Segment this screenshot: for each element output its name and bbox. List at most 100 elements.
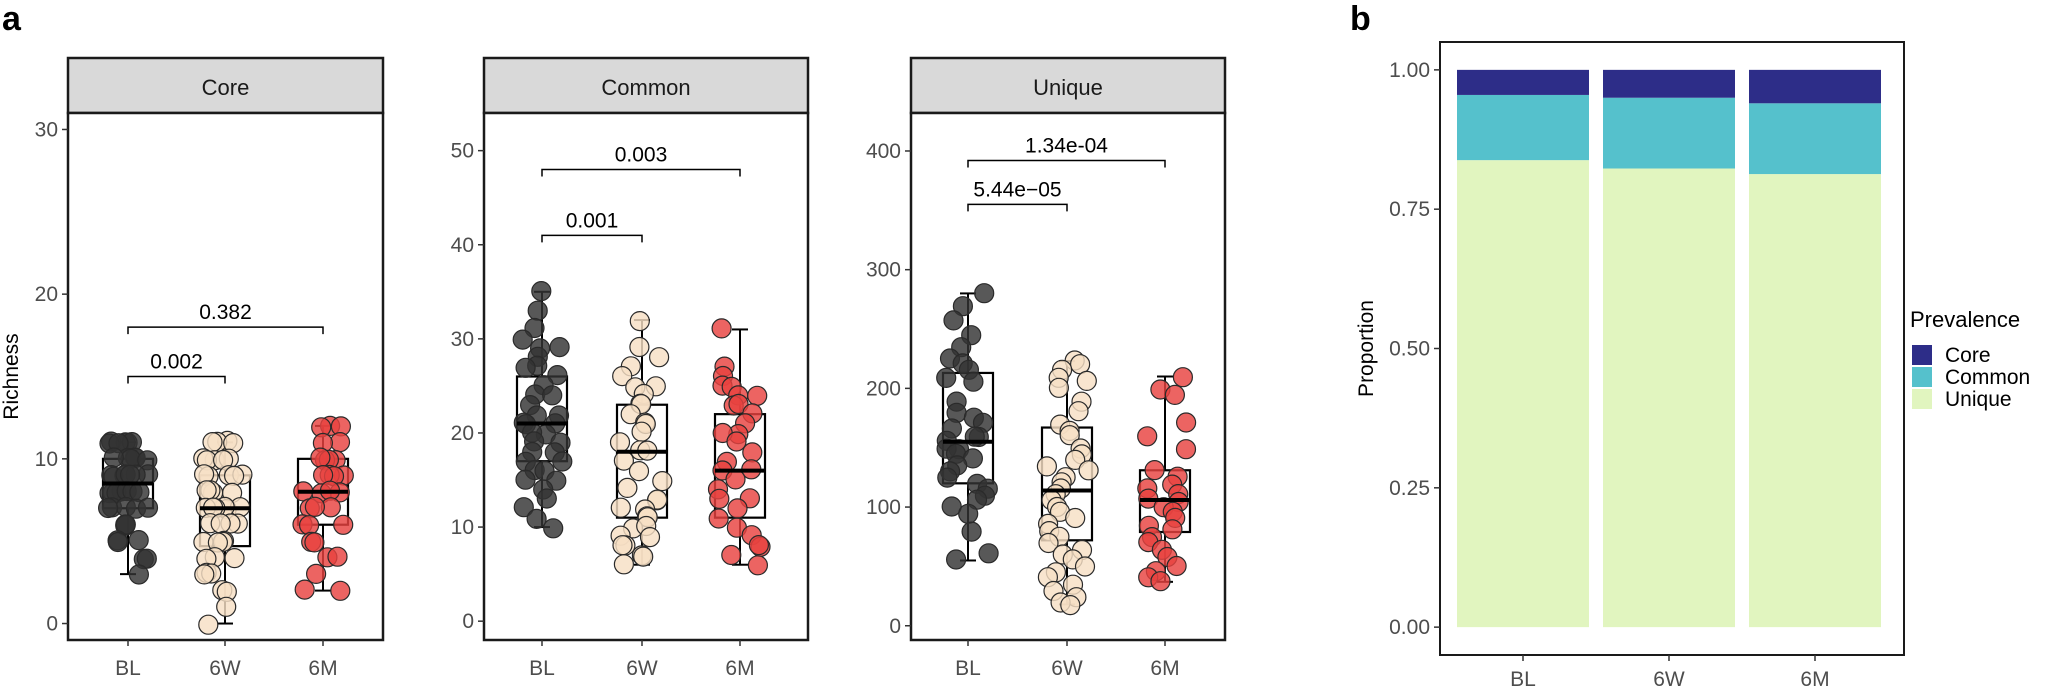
data-point [728,393,749,415]
legend-swatch-common [1912,367,1932,387]
legend-swatch-core [1912,345,1932,365]
comparison-bracket [127,326,324,335]
data-point [613,554,635,575]
data-point [1175,439,1197,460]
data-point [216,596,237,617]
data-point [1150,571,1171,592]
data-point [513,497,534,518]
y-tick-label: 30 [451,328,474,351]
y-tick-label: 20 [35,283,58,306]
data-point [609,432,631,453]
bar-segment-core [1749,69,1881,104]
y-tick-label: 400 [866,140,901,163]
y-tick-label: 10 [35,448,58,471]
data-point [103,447,124,468]
data-point [963,371,984,392]
data-point [210,513,231,534]
y-tick-label: 1.00 [1389,59,1430,82]
data-point [333,514,354,535]
comparison-bracket [967,159,1166,168]
data-point [711,318,732,339]
x-tick-label: 6M [308,657,337,680]
data-point [128,529,149,551]
y-tick-label: 100 [866,496,901,519]
panel-label-b: b [1350,0,1371,38]
bar-segment-unique [1603,168,1735,628]
x-tick-label: BL [955,657,981,680]
data-point [512,329,533,350]
x-tick-label: 6W [1653,668,1685,691]
data-point [547,365,568,386]
comparison-bracket [127,375,226,384]
data-point [612,366,633,387]
legend-label-unique: Unique [1945,388,2012,411]
data-point [631,421,652,442]
legend-label-core: Core [1945,344,1991,367]
data-point [515,469,536,490]
y-tick-label: 200 [866,377,901,400]
data-point [726,431,747,452]
data-point [633,546,654,567]
y-tick-label: 0.50 [1389,338,1430,361]
data-point [1059,425,1080,446]
data-point [1164,384,1186,405]
x-tick-label: BL [115,657,141,680]
comparison-bracket [541,234,643,243]
data-point [725,469,746,490]
data-point [629,336,650,358]
data-point [1074,556,1096,577]
data-point [543,518,564,539]
data-point [639,526,661,548]
x-tick-label: BL [529,657,555,680]
x-tick-label: 6W [209,657,241,680]
y-axis-title: Proportion [1355,300,1378,397]
y-tick-label: 0.00 [1389,616,1430,639]
data-point [937,467,958,488]
x-tick-label: 6M [1800,668,1829,691]
data-point [974,283,995,304]
x-tick-label: 6W [626,657,658,680]
data-point [708,508,729,529]
data-point [936,367,957,388]
data-point [629,311,650,332]
data-point [628,461,650,482]
y-tick-label: 40 [451,234,474,257]
y-tick-label: 300 [866,259,901,282]
data-point [1162,519,1183,540]
bar-segment-common [1457,94,1589,161]
y-tick-label: 0 [889,615,901,638]
data-point [224,465,245,486]
data-point [617,477,638,498]
data-point [747,555,769,576]
bar-segment-core [1603,69,1735,98]
data-point [1048,377,1070,398]
facet-strip [482,56,810,115]
y-tick-label: 50 [451,140,474,163]
data-point [542,385,563,406]
data-point [194,564,215,585]
data-point [294,579,315,600]
y-tick-label: 0 [46,613,58,636]
data-point [304,496,325,517]
x-tick-label: BL [1510,668,1536,691]
y-tick-label: 20 [451,422,474,445]
data-point [136,548,157,569]
y-tick-label: 0.25 [1389,477,1430,500]
data-point [727,498,748,519]
facet-strip-label: Unique [1033,75,1103,100]
data-point [1144,460,1165,481]
data-point [304,532,325,553]
data-point [1078,460,1099,481]
data-point [128,564,149,585]
p-value-label: 0.003 [615,143,668,166]
data-point [310,447,331,468]
data-point [1166,555,1187,577]
data-point [612,535,633,556]
x-tick-label: 6M [725,657,754,680]
comparison-bracket [541,168,741,177]
data-point [515,357,536,378]
y-axis-title: Richness [0,333,23,419]
bar-segment-common [1603,97,1735,169]
x-tick-label: 6M [1150,657,1179,680]
